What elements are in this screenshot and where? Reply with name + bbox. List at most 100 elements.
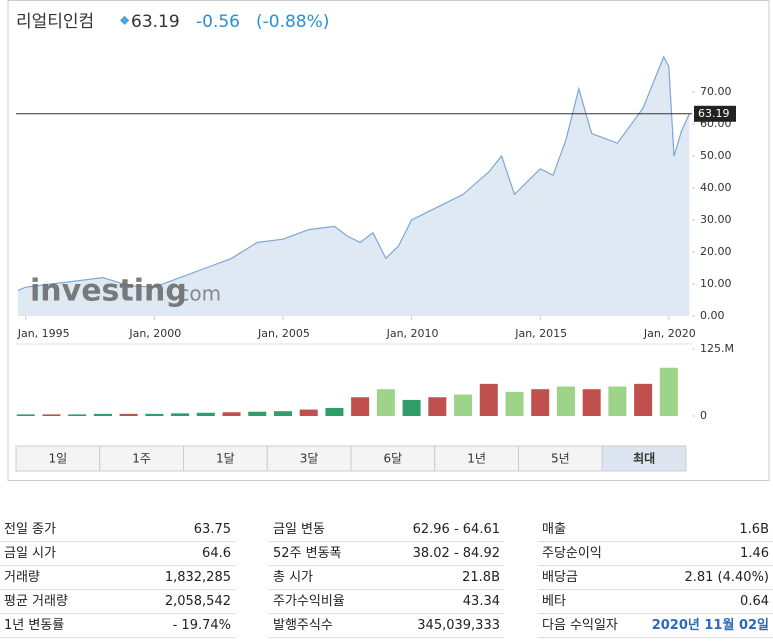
v-tick-label: 0: [700, 409, 707, 422]
volume-bar: [479, 383, 498, 416]
stat-label: 전일 종가: [4, 522, 56, 537]
logo: investing: [30, 274, 187, 309]
stats-column: 금일 변동 62.96 - 64.61 52주 변동폭 38.02 - 84.92 총 …: [269, 518, 504, 638]
tab[interactable]: [601, 445, 687, 472]
stats-row: 배당금 2.81 (4.40%): [538, 566, 773, 590]
volume-bar: [119, 413, 138, 416]
stat-label: 금일 시가: [4, 546, 56, 561]
stats-row: 1년 변동률 - 19.74%: [0, 614, 235, 638]
stats-row: 전일 종가 63.75: [0, 518, 235, 542]
volume-bar: [171, 413, 190, 416]
stat-label: 평균 거래량: [4, 594, 68, 609]
change-pct: (-0.88%): [256, 12, 329, 32]
tab-label[interactable]: 1달: [216, 452, 235, 466]
y-tick-label: 30.00: [700, 213, 732, 226]
stats-row: 베타 0.64: [538, 590, 773, 614]
stock-name: 리얼티인컴: [16, 12, 94, 32]
stats-row: 주당순이익 1.46: [538, 542, 773, 566]
y-tick-label: 20.00: [700, 245, 732, 258]
y-tick-label: 0.00: [700, 309, 725, 322]
stat-label: 52주 변동폭: [273, 546, 342, 561]
x-tick-label: Jan, 2010: [386, 327, 439, 340]
y-tick-label: 50.00: [700, 149, 732, 162]
stat-label: 주가수익비율: [273, 594, 345, 609]
x-tick-label: Jan, 1995: [17, 327, 70, 340]
stat-value: 2020년 11월 02일: [651, 618, 769, 633]
volume-bar: [325, 407, 344, 416]
stat-label: 다음 수익일자: [542, 618, 618, 633]
volume-bar: [556, 386, 575, 416]
stat-label: 1년 변동률: [4, 618, 65, 633]
stats-row: 평균 거래량 2,058,542: [0, 590, 235, 614]
tab-label[interactable]: 3달: [300, 452, 319, 466]
widget: 리얼티인컴 ◆ 63.19 -0.56 (-0.88%) 0.00 10.00 20…: [7, 0, 770, 481]
volume-bar: [196, 412, 215, 416]
stat-label: 베타: [542, 594, 566, 609]
price-line: [17, 55, 690, 291]
y-tick-label: 40.00: [700, 181, 732, 194]
volume-bar: [659, 367, 678, 416]
stats-row: 52주 변동폭 38.02 - 84.92: [269, 542, 504, 566]
volume-bar: [273, 411, 292, 416]
x-tick-label: Jan, 2005: [257, 327, 310, 340]
volume-bar: [376, 389, 395, 416]
stat-label: 주당순이익: [542, 546, 602, 561]
tab[interactable]: [183, 445, 268, 472]
y-tick-label: 70.00: [700, 85, 732, 98]
volume-bar: [351, 397, 370, 416]
volume-bar: [248, 411, 267, 416]
tab[interactable]: [99, 445, 184, 472]
volume-bar: [68, 414, 87, 416]
volume-bar: [299, 409, 318, 416]
stat-value: 38.02 - 84.92: [412, 546, 500, 561]
tab-label[interactable]: 최대: [633, 451, 655, 466]
stats-row: 총 시가 21.8B: [269, 566, 504, 590]
stat-label: 발행주식수: [273, 618, 333, 633]
tab[interactable]: [518, 445, 603, 472]
last-price-box: [694, 105, 736, 122]
stat-value: 345,039,333: [417, 618, 500, 633]
stats-row: 금일 변동 62.96 - 64.61: [269, 518, 504, 542]
volume-bar: [582, 389, 601, 416]
stat-label: 거래량: [4, 570, 40, 585]
stats-row: 거래량 1,832,285: [0, 566, 235, 590]
stat-label: 매출: [542, 522, 566, 537]
stat-value: 0.64: [740, 594, 769, 609]
v-tick-label: 125.M: [700, 342, 734, 355]
volume-bar: [428, 397, 447, 416]
stat-value: 2,058,542: [164, 594, 231, 609]
x-tick-label: Jan, 2020: [643, 327, 696, 340]
volume-bar: [608, 386, 627, 416]
logo-suffix: .com: [172, 282, 221, 306]
stats-row: 매출 1.6B: [538, 518, 773, 542]
volume-bar: [42, 414, 61, 416]
stat-value: - 19.74%: [172, 618, 231, 633]
volume-bar: [454, 394, 473, 416]
tab[interactable]: [434, 445, 519, 472]
stat-label: 금일 변동: [273, 522, 325, 537]
stat-value: 63.75: [193, 522, 231, 537]
volume-bar: [505, 391, 524, 416]
stats-row: 주가수익비율 43.34: [269, 590, 504, 614]
tab-label[interactable]: 5년: [551, 452, 570, 466]
stat-label: 배당금: [542, 570, 578, 585]
volume-bar: [222, 412, 241, 416]
stat-label: 총 시가: [273, 570, 314, 585]
tab-label[interactable]: 1일: [49, 452, 68, 466]
stat-value: 43.34: [462, 594, 500, 609]
y-tick-label: 10.00: [700, 277, 732, 290]
tab-label[interactable]: 1주: [132, 452, 151, 466]
stat-value: 64.6: [202, 546, 231, 561]
stat-value: 1,832,285: [164, 570, 231, 585]
price-area: [18, 56, 690, 317]
tab[interactable]: [266, 445, 352, 472]
tab-label[interactable]: 6달: [384, 452, 403, 466]
volume-bar: [634, 383, 653, 416]
tab-label[interactable]: 1년: [467, 452, 486, 466]
x-tick-label: Jan, 2000: [128, 327, 181, 340]
stat-value: 2.81 (4.40%): [684, 570, 769, 585]
x-tick-label: Jan, 2015: [514, 327, 567, 340]
stat-value: 21.8B: [462, 570, 500, 585]
change: -0.56: [196, 12, 240, 32]
